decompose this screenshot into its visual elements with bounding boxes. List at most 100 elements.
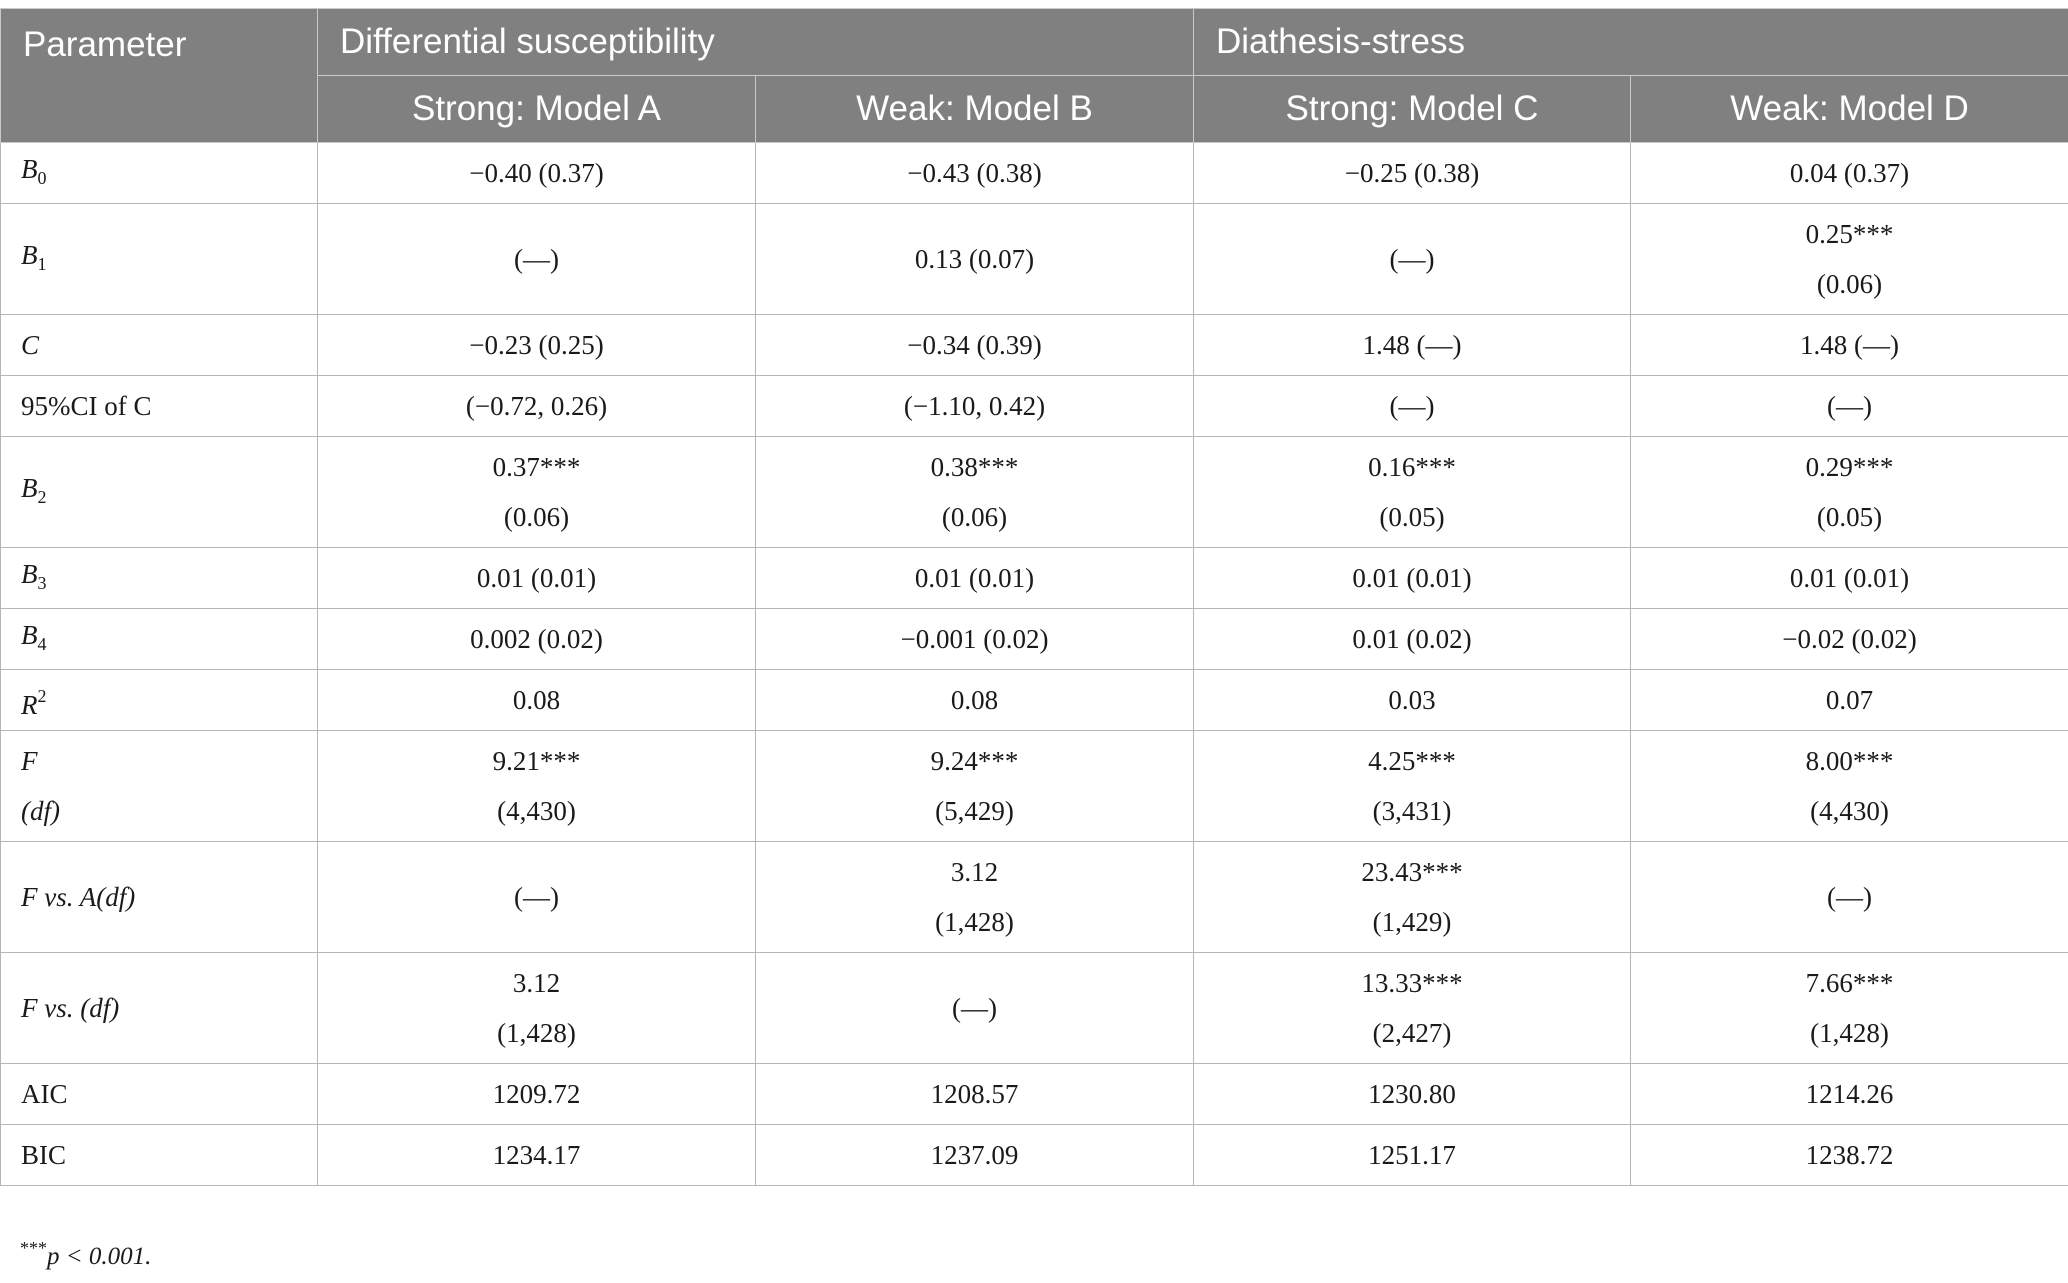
row-label: AIC [0, 1063, 318, 1125]
table-row: F (df) 9.21*** (4,430) 9.24*** (5,429) 4.25***… [0, 730, 2068, 842]
table-cell: 0.01 (0.01) [755, 547, 1194, 609]
cell-value-line2: (0.05) [1816, 502, 1883, 532]
cell-value: 0.08 [512, 685, 561, 715]
table-cell: 23.43*** (1,429) [1193, 841, 1631, 953]
cell-value: 0.002 (0.02) [470, 624, 603, 654]
cell-value: 0.01 (0.01) [1789, 563, 1910, 593]
table-cell: −0.34 (0.39) [755, 314, 1194, 376]
table-row: 95%CI of C (−0.72, 0.26) (−1.10, 0.42) (—) (… [0, 375, 2068, 437]
table-cell: −0.001 (0.02) [755, 608, 1194, 670]
cell-value: 0.16*** [1368, 452, 1456, 482]
cell-value: −0.02 (0.02) [1782, 624, 1917, 654]
row-label-text: AIC [21, 1079, 68, 1109]
table-cell: (—) [1629, 375, 2068, 437]
table-cell: 9.24*** (5,429) [755, 730, 1194, 842]
table-cell: 1230.80 [1193, 1063, 1631, 1125]
table-row: F vs. A(df) (—) 3.12 (1,428) 23.43*** (1,429)… [0, 841, 2068, 953]
row-label-text: B [21, 239, 38, 270]
cell-value-line2: (1,428) [497, 1018, 576, 1048]
table-row: BIC 1234.17 1237.09 1251.17 1238.72 [0, 1124, 2068, 1186]
row-label: F (df) [0, 730, 318, 842]
table-cell: 3.12 (1,428) [755, 841, 1194, 953]
cell-value-line2: (4,430) [497, 796, 576, 826]
cell-value: 9.24*** [930, 746, 1019, 776]
cell-value: 0.01 (0.01) [1352, 563, 1472, 593]
cell-value: 0.29*** [1805, 452, 1894, 482]
row-label: B2 [0, 436, 318, 548]
table-cell: (—) [317, 841, 756, 953]
cell-value: 1.48 (—) [1362, 330, 1462, 360]
cell-value: (—) [514, 244, 559, 274]
header-parameter: Parameter [0, 8, 318, 143]
table-row: B0 −0.40 (0.37) −0.43 (0.38) −0.25 (0.38) 0.… [0, 142, 2068, 204]
row-label-text: C [21, 330, 40, 360]
table-row: AIC 1209.72 1208.57 1230.80 1214.26 [0, 1063, 2068, 1125]
cell-value: 0.01 (0.01) [914, 563, 1035, 593]
table-cell: 1209.72 [317, 1063, 756, 1125]
table-cell: 0.01 (0.02) [1193, 608, 1631, 670]
row-label: B4 [0, 608, 318, 670]
cell-value: (—) [1827, 882, 1872, 912]
table-cell: (—) [317, 203, 756, 315]
cell-value: (—) [1389, 244, 1435, 274]
cell-value: 4.25*** [1368, 746, 1456, 776]
table-cell: −0.23 (0.25) [317, 314, 756, 376]
row-label: F vs. A(df) [0, 841, 318, 953]
cell-value: 3.12 [512, 968, 561, 998]
table-cell: 0.38*** (0.06) [755, 436, 1194, 548]
row-label: C [0, 314, 318, 376]
cell-value: 23.43*** [1361, 857, 1463, 887]
table-cell: 0.01 (0.01) [1193, 547, 1631, 609]
table-cell: 0.29*** (0.05) [1629, 436, 2068, 548]
footnote-text: p < 0.001. [47, 1243, 152, 1270]
cell-value: −0.25 (0.38) [1344, 158, 1480, 188]
row-label-subscript: 2 [37, 486, 47, 507]
table-cell: 9.21*** (4,430) [317, 730, 756, 842]
table-cell: (—) [1193, 375, 1631, 437]
table-cell: −0.43 (0.38) [755, 142, 1194, 204]
cell-value: 0.25*** [1805, 219, 1894, 249]
row-label-text: F [21, 746, 38, 776]
row-label: R2 [0, 669, 318, 731]
cell-value: (—) [1827, 391, 1872, 421]
row-label-text: B [21, 558, 38, 589]
table-cell: 13.33*** (2,427) [1193, 952, 1631, 1064]
table-cell: 1208.57 [755, 1063, 1194, 1125]
header-model-d: Weak: Model D [1629, 75, 2068, 143]
header-row-groups: Parameter Differential susceptibility Di… [0, 8, 2068, 143]
table-cell: 0.03 [1193, 669, 1631, 731]
row-label-text: F vs. (df) [21, 993, 120, 1023]
table-cell: 0.37*** (0.06) [317, 436, 756, 548]
cell-value: 1209.72 [492, 1079, 581, 1109]
results-table: Parameter Differential susceptibility Di… [0, 8, 2068, 1186]
cell-value: 1214.26 [1805, 1079, 1894, 1109]
cell-value: 1234.17 [492, 1140, 581, 1170]
cell-value: 1208.57 [930, 1079, 1019, 1109]
cell-value: −0.40 (0.37) [469, 158, 604, 188]
cell-value: 1237.09 [930, 1140, 1019, 1170]
row-label-text: B [21, 472, 38, 503]
header-group-diathesis-stress: Diathesis-stress [1192, 8, 2068, 76]
row-label-line2: (df) [21, 796, 60, 826]
row-label: F vs. (df) [0, 952, 318, 1064]
cell-value: 0.08 [950, 685, 999, 715]
cell-value: 1.48 (—) [1800, 330, 1899, 360]
cell-value-line2: (5,429) [935, 796, 1014, 826]
cell-value-line2: (0.05) [1379, 502, 1445, 532]
table-row: B2 0.37*** (0.06) 0.38*** (0.06) 0.16*** (0.05… [0, 436, 2068, 548]
table-row: B3 0.01 (0.01) 0.01 (0.01) 0.01 (0.01) 0.01 … [0, 547, 2068, 609]
row-label-text: R [21, 689, 38, 720]
table-cell: (−0.72, 0.26) [317, 375, 756, 437]
table-cell: −0.02 (0.02) [1629, 608, 2068, 670]
results-table-container: Parameter Differential susceptibility Di… [0, 8, 2068, 1186]
table-cell: 1238.72 [1629, 1124, 2068, 1186]
cell-value: −0.34 (0.39) [907, 330, 1042, 360]
row-label-text: BIC [21, 1140, 67, 1170]
table-cell: (—) [755, 952, 1194, 1064]
table-cell: −0.40 (0.37) [317, 142, 756, 204]
cell-value: 0.37*** [492, 452, 581, 482]
table-cell: 8.00*** (4,430) [1629, 730, 2068, 842]
cell-value: −0.001 (0.02) [900, 624, 1049, 654]
table-row: R2 0.08 0.08 0.03 0.07 [0, 669, 2068, 731]
row-label-subscript: 1 [37, 253, 47, 274]
